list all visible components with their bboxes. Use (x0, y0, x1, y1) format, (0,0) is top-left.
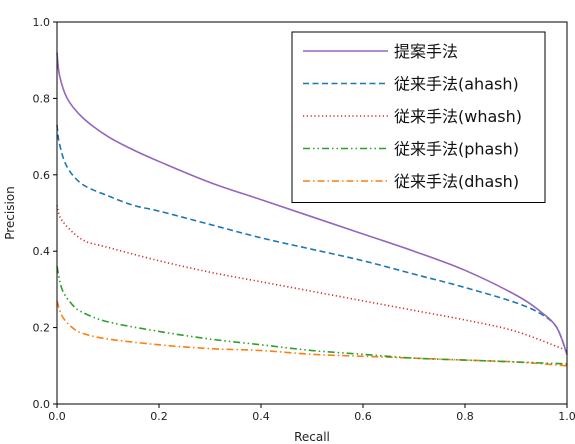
x-tick-label: 0.0 (48, 410, 66, 423)
legend-label-0: 提案手法 (394, 42, 458, 61)
legend-label-3: 従来手法(phash) (394, 140, 519, 159)
y-tick-label: 0.4 (33, 245, 51, 258)
x-axis-label: Recall (294, 430, 330, 444)
y-tick-label: 0.6 (33, 169, 51, 182)
y-tick-label: 0.8 (33, 92, 51, 105)
y-tick-label: 0.2 (33, 322, 51, 335)
series-line-1 (56, 125, 568, 355)
y-axis-ticks: 0.0 0.2 0.4 0.6 0.8 1.0 (33, 16, 57, 411)
x-tick-label: 0.8 (456, 410, 474, 423)
legend-box (291, 31, 546, 203)
x-axis-ticks: 0.0 0.2 0.4 0.6 0.8 1.0 (48, 404, 575, 423)
series-line-4 (56, 300, 568, 367)
series-line-3 (56, 266, 568, 365)
series-line-0 (56, 52, 568, 355)
y-tick-label: 0.0 (33, 398, 51, 411)
plot-frame (56, 21, 568, 405)
series-line-2 (56, 205, 568, 352)
legend-label-1: 従来手法(ahash) (394, 75, 519, 94)
legend-label-4: 従来手法(dhash) (394, 172, 519, 191)
legend-label-2: 従来手法(whash) (394, 107, 522, 126)
y-tick-label: 1.0 (33, 16, 51, 29)
series-layer (56, 52, 568, 367)
x-tick-label: 0.6 (354, 410, 372, 423)
x-tick-label: 1.0 (558, 410, 575, 423)
x-tick-label: 0.2 (150, 410, 168, 423)
y-axis-label: Precision (3, 186, 17, 240)
x-tick-label: 0.4 (252, 410, 270, 423)
